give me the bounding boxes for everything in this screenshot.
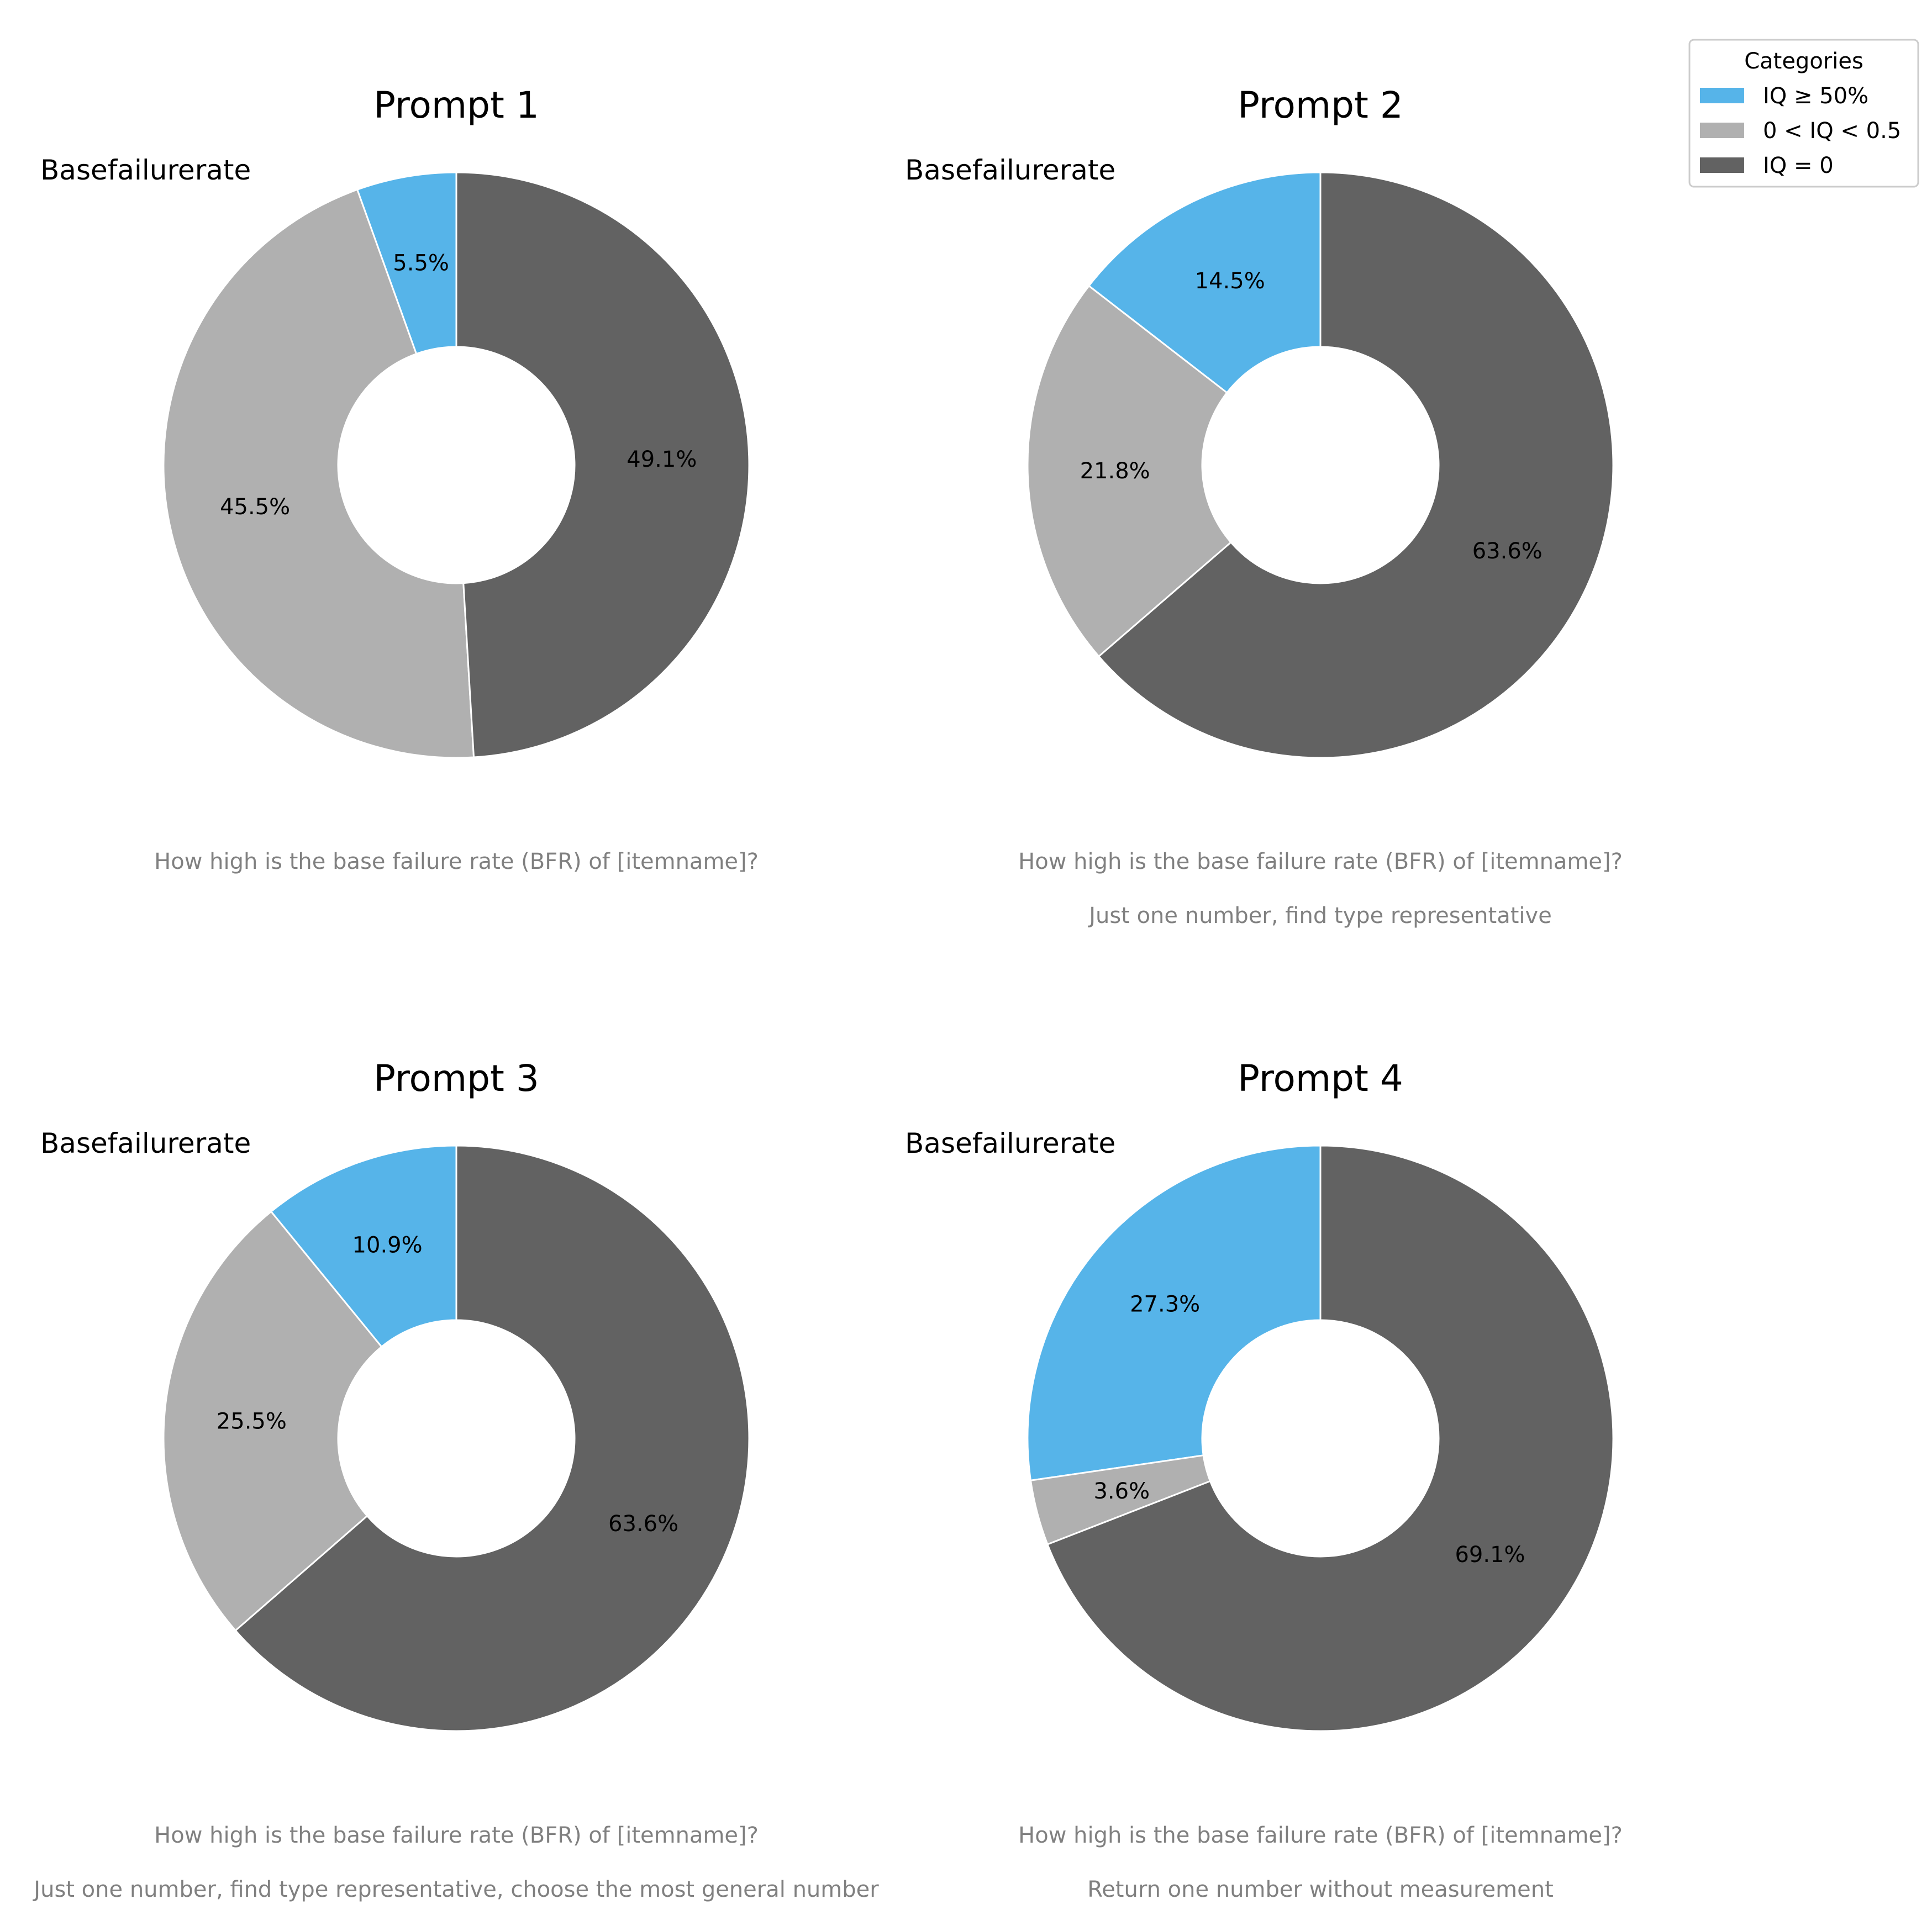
legend-title: Categories xyxy=(1744,49,1863,74)
chart-panels: Prompt 1 Basefailurerate 5.5% 45.5% 49.1% How… xyxy=(32,84,1623,1902)
legend-label-2: 0 < IQ < 0.5 xyxy=(1763,118,1901,144)
donut-chart-3: Prompt 3 Basefailurerate 10.9% 25.5% 63.6% Ho… xyxy=(32,1057,879,1902)
chart-caption-line: How high is the base failure rate (BFR) … xyxy=(1018,849,1623,874)
legend-swatch-3 xyxy=(1700,157,1744,173)
legend-items: IQ ≥ 50% 0 < IQ < 0.5 IQ = 0 xyxy=(1700,83,1901,178)
slice-value-label: 69.1% xyxy=(1455,1542,1525,1568)
chart-metric-label: Basefailurerate xyxy=(40,1127,251,1159)
chart-caption-line: How high is the base failure rate (BFR) … xyxy=(1018,1823,1623,1848)
slice-value-label: 10.9% xyxy=(352,1233,423,1258)
chart-caption-line: How high is the base failure rate (BFR) … xyxy=(154,1823,759,1848)
chart-caption-line: Just one number, find type representativ… xyxy=(1087,903,1552,929)
chart-title: Prompt 2 xyxy=(1238,84,1403,126)
slice-value-label: 27.3% xyxy=(1130,1292,1200,1317)
legend: Categories IQ ≥ 50% 0 < IQ < 0.5 IQ = 0 xyxy=(1688,39,1919,188)
chart-metric-label: Basefailurerate xyxy=(905,154,1115,186)
donut-slice xyxy=(162,1210,383,1632)
donut-slice xyxy=(234,1144,750,1732)
chart-title: Prompt 4 xyxy=(1238,1057,1403,1100)
slice-value-label: 5.5% xyxy=(393,251,449,276)
donut-slice xyxy=(455,171,750,758)
slice-value-label: 63.6% xyxy=(1472,539,1543,564)
legend-swatch-1 xyxy=(1700,88,1744,103)
slice-value-label: 21.8% xyxy=(1080,458,1150,484)
chart-caption-line: How high is the base failure rate (BFR) … xyxy=(154,849,759,874)
chart-caption-line: Return one number without measurement xyxy=(1087,1877,1554,1902)
donut-slice xyxy=(1026,1144,1322,1482)
chart-metric-label: Basefailurerate xyxy=(905,1127,1115,1159)
slice-value-label: 49.1% xyxy=(627,447,697,472)
chart-metric-label: Basefailurerate xyxy=(40,154,251,186)
legend-label-1: IQ ≥ 50% xyxy=(1763,83,1868,109)
chart-caption-line: Just one number, find type representativ… xyxy=(32,1877,879,1902)
donut-slice xyxy=(1097,171,1614,759)
slice-value-label: 14.5% xyxy=(1195,268,1265,294)
donut-chart-4: Prompt 4 Basefailurerate 27.3% 3.6% 69.1% How… xyxy=(905,1057,1623,1902)
donut-chart-2: Prompt 2 Basefailurerate 14.5% 21.8% 63.6% Ho… xyxy=(905,84,1623,929)
donut-slice xyxy=(1046,1144,1614,1732)
donut-slice xyxy=(270,1144,457,1348)
chart-title: Prompt 1 xyxy=(373,84,539,126)
donut-slice xyxy=(162,188,475,759)
legend-frame xyxy=(1688,39,1919,188)
legend-swatch-2 xyxy=(1700,123,1744,138)
donut-slice xyxy=(1087,171,1322,394)
donut-slice xyxy=(1026,284,1233,658)
slice-value-label: 3.6% xyxy=(1093,1479,1150,1504)
donut-chart-1: Prompt 1 Basefailurerate 5.5% 45.5% 49.1% How… xyxy=(40,84,759,874)
chart-title: Prompt 3 xyxy=(373,1057,539,1100)
slice-value-label: 63.6% xyxy=(608,1511,678,1537)
legend-label-3: IQ = 0 xyxy=(1763,153,1834,178)
slice-value-label: 45.5% xyxy=(220,494,290,520)
slice-value-label: 25.5% xyxy=(217,1408,287,1434)
